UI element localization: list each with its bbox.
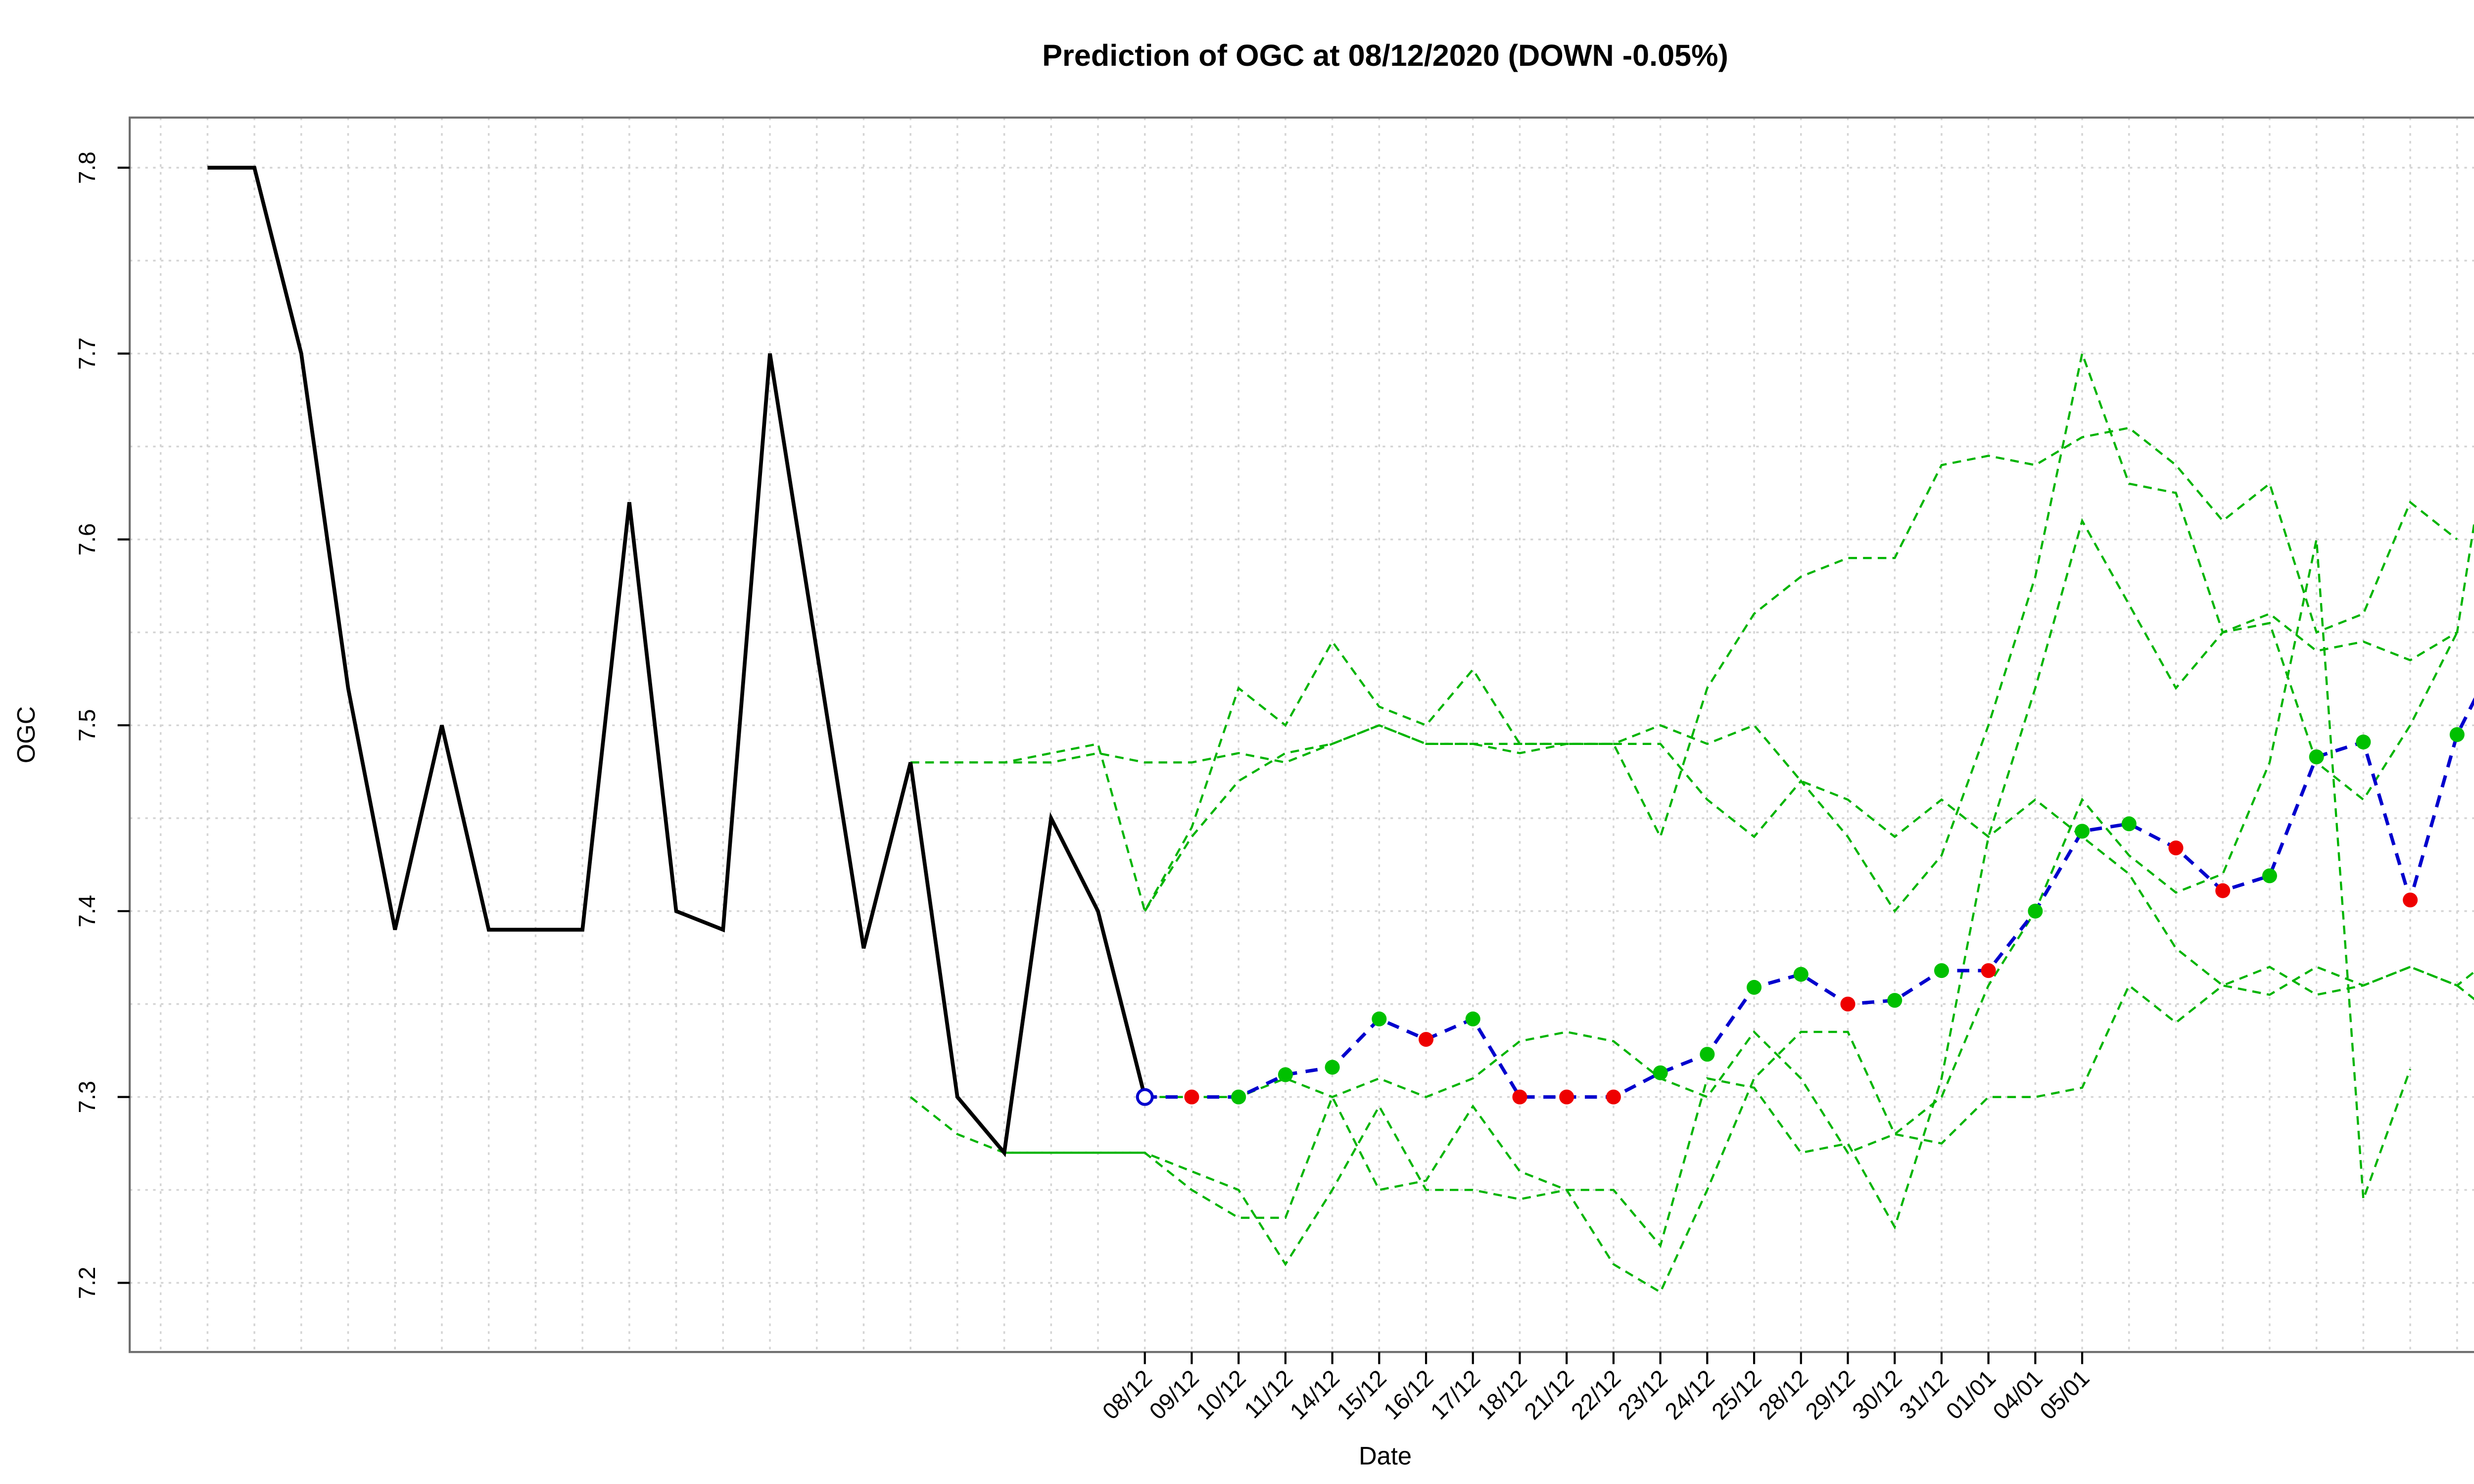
x-tick-label: 21/12 <box>1519 1365 1579 1425</box>
prediction-down-marker <box>1981 963 1996 978</box>
x-tick-label: 16/12 <box>1379 1365 1438 1425</box>
prediction-up-marker <box>1887 993 1903 1008</box>
prediction-down-marker <box>2215 883 2231 898</box>
historical-line <box>207 166 1147 1158</box>
prediction-down-marker <box>1512 1089 1527 1105</box>
prediction-up-marker <box>2449 727 2465 742</box>
x-tick-label: 22/12 <box>1566 1365 1626 1425</box>
simulation-path <box>1143 724 2474 1001</box>
prediction-up-marker <box>1653 1065 1668 1080</box>
y-tick-label: 7.3 <box>74 1081 100 1113</box>
x-tick-label: 28/12 <box>1753 1365 1813 1425</box>
prediction-up-marker <box>1231 1089 1246 1105</box>
x-tick-label: 18/12 <box>1472 1365 1532 1425</box>
x-tick-label: 15/12 <box>1332 1365 1391 1425</box>
plot-border <box>129 116 2474 1353</box>
simulation-path <box>956 966 2474 1294</box>
prediction-down-marker <box>2168 840 2184 856</box>
y-axis-title: OGC <box>12 706 40 763</box>
prediction-up-marker <box>2121 816 2137 832</box>
prediction-up-marker <box>1700 1047 1715 1062</box>
prediction-up-marker <box>1793 967 1808 982</box>
x-axis-title: Date <box>1359 1441 1412 1470</box>
prediction-up-marker <box>2262 868 2277 883</box>
x-tick-label: 01/01 <box>1941 1365 2000 1425</box>
prediction-up-marker <box>1325 1060 1340 1075</box>
x-tick-label: 09/12 <box>1144 1365 1204 1425</box>
prediction-up-marker <box>1372 1011 1387 1026</box>
x-axis: 08/1209/1210/1211/1214/1215/1216/1217/12… <box>1097 1352 2094 1425</box>
prediction-up-marker <box>1465 1011 1480 1026</box>
y-tick-label: 7.5 <box>74 709 100 742</box>
prediction-down-marker <box>1840 996 1856 1012</box>
x-tick-label: 30/12 <box>1847 1365 1907 1425</box>
prediction-line <box>1144 697 2474 1099</box>
y-tick-label: 7.8 <box>74 151 100 184</box>
prediction-up-marker <box>1934 963 1949 978</box>
prediction-down-marker <box>2403 892 2418 908</box>
prediction-down-marker <box>1419 1032 1434 1047</box>
prediction-up-marker <box>2356 734 2371 750</box>
simulation-lines <box>909 349 2474 1294</box>
prediction-up-marker <box>2075 824 2090 839</box>
simulation-path <box>909 518 2458 1248</box>
simulation-path <box>910 426 2458 840</box>
x-tick-label: 25/12 <box>1707 1365 1766 1425</box>
prediction-up-marker <box>2309 749 2324 765</box>
prediction-markers <box>1136 727 2465 1106</box>
simulation-path <box>910 349 2474 914</box>
x-tick-label: 24/12 <box>1660 1365 1719 1425</box>
grid <box>130 117 2474 1352</box>
x-tick-label: 11/12 <box>1239 1365 1297 1423</box>
x-tick-label: 04/01 <box>1988 1365 2047 1425</box>
x-tick-label: 23/12 <box>1613 1365 1672 1425</box>
prediction-up-marker <box>1278 1067 1293 1082</box>
x-tick-label: 14/12 <box>1285 1365 1344 1425</box>
y-tick-label: 7.4 <box>74 895 100 928</box>
chart-title: Prediction of OGC at 08/12/2020 (DOWN -0… <box>1042 39 1728 72</box>
prediction-up-marker <box>2028 903 2043 919</box>
y-tick-label: 7.2 <box>74 1267 100 1299</box>
x-tick-label: 05/01 <box>2035 1365 2094 1425</box>
x-tick-label: 08/12 <box>1097 1365 1157 1425</box>
simulation-path <box>1144 539 2412 1200</box>
y-tick-label: 7.6 <box>74 523 100 556</box>
prediction-down-marker <box>1184 1089 1199 1105</box>
y-axis: 7.2 7.3 7.4 7.5 7.6 7.7 7.8 <box>74 151 130 1299</box>
prediction-start-marker <box>1136 1088 1154 1106</box>
historical-series <box>207 166 1147 1158</box>
x-tick-label: 31/12 <box>1894 1365 1954 1425</box>
prediction-down-marker <box>1559 1089 1574 1105</box>
prediction-down-marker <box>1606 1089 1621 1105</box>
x-tick-label: 29/12 <box>1800 1365 1860 1425</box>
y-tick-label: 7.7 <box>74 337 100 370</box>
x-tick-label: 10/12 <box>1191 1365 1251 1425</box>
x-tick-label: 17/12 <box>1425 1365 1485 1425</box>
prediction-series <box>1144 697 2474 1099</box>
prediction-up-marker <box>1747 979 1762 995</box>
